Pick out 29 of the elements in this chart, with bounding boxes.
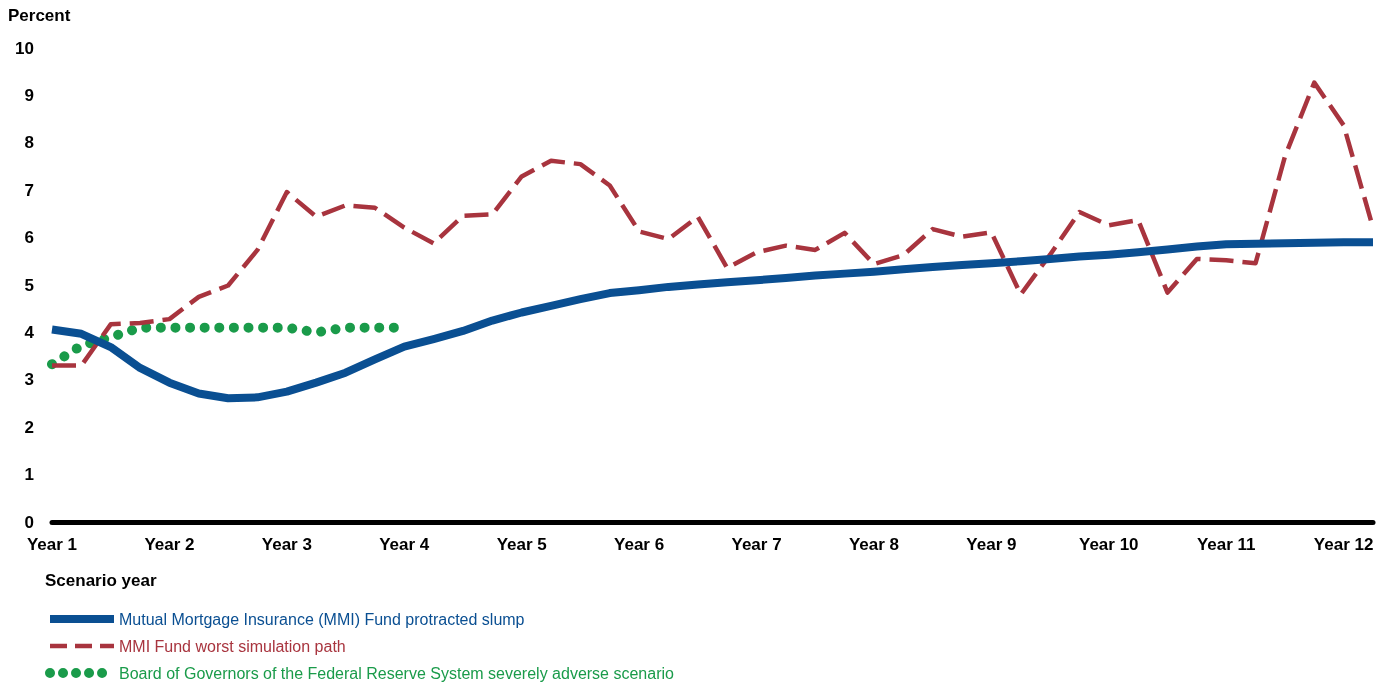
x-tick-label: Year 6 bbox=[614, 535, 665, 554]
y-tick-label: 10 bbox=[15, 38, 34, 58]
y-tick-label: 8 bbox=[24, 133, 34, 153]
x-tick-label: Year 7 bbox=[731, 535, 782, 554]
x-tick-label: Year 5 bbox=[496, 535, 547, 554]
x-tick-label: Year 12 bbox=[1313, 535, 1374, 554]
x-tick-label: Year 10 bbox=[1079, 535, 1139, 554]
x-tick-label: Year 4 bbox=[379, 535, 430, 554]
legend-label: Mutual Mortgage Insurance (MMI) Fund protracted slump bbox=[119, 610, 525, 628]
x-tick-label: Year 8 bbox=[848, 535, 900, 554]
y-tick-label: 0 bbox=[24, 512, 34, 532]
y-tick-label: 2 bbox=[24, 417, 34, 437]
y-tick-label: 3 bbox=[24, 370, 34, 390]
x-axis-title: Scenario year bbox=[45, 571, 157, 590]
x-tick-label: Year 3 bbox=[261, 535, 312, 554]
legend-label: MMI Fund worst simulation path bbox=[119, 637, 346, 655]
legend-label: Board of Governors of the Federal Reserve System severely adverse scenario bbox=[119, 664, 675, 682]
y-tick-label: 1 bbox=[24, 465, 34, 485]
y-tick-label: 6 bbox=[24, 228, 34, 248]
y-tick-label: 5 bbox=[24, 275, 34, 295]
y-tick-label: 7 bbox=[24, 180, 34, 200]
x-tick-label: Year 1 bbox=[26, 535, 78, 554]
line-series bbox=[49, 80, 1376, 368]
x-tick-label: Year 2 bbox=[144, 535, 195, 554]
x-tick-label: Year 11 bbox=[1196, 535, 1256, 554]
y-tick-label: 9 bbox=[24, 85, 34, 105]
y-tick-label: 4 bbox=[24, 322, 35, 342]
y-axis-title: Percent bbox=[8, 6, 71, 25]
x-tick-label: Year 9 bbox=[966, 535, 1017, 554]
